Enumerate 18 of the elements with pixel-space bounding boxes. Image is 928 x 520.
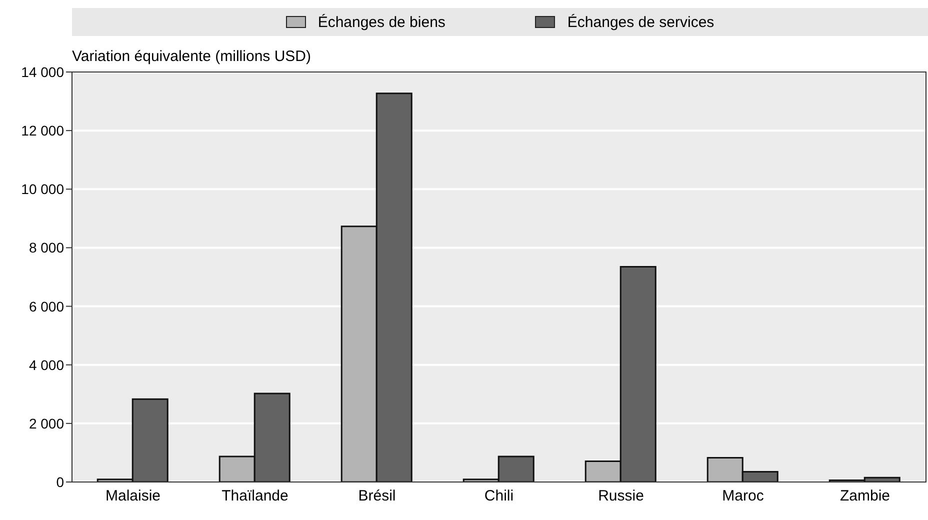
y-tick-label: 4 000 — [28, 356, 64, 373]
x-tick-label: Russie — [598, 488, 644, 505]
x-tick-label: Zambie — [840, 488, 890, 505]
y-tick-label: 0 — [56, 474, 64, 490]
legend-label: Échanges de services — [566, 14, 714, 30]
x-tick-label: Brésil — [358, 488, 396, 505]
y-tick-label: 2 000 — [28, 415, 64, 432]
y-tick-label: 12 000 — [21, 122, 64, 139]
y-tick-label: 14 000 — [21, 64, 64, 80]
x-tick-label: Maroc — [722, 488, 764, 505]
y-tick-label: 10 000 — [21, 181, 64, 198]
x-tick-label: Thaïlande — [222, 488, 288, 505]
legend-label: Échanges de biens — [316, 14, 446, 30]
y-tick-label: 6 000 — [28, 298, 64, 314]
y-tick-label: 8 000 — [28, 240, 64, 256]
y-axis-title: Variation équivalente (millions USD) — [72, 48, 311, 65]
x-tick-label: Malaisie — [105, 488, 161, 505]
x-tick-label: Chili — [484, 488, 514, 505]
